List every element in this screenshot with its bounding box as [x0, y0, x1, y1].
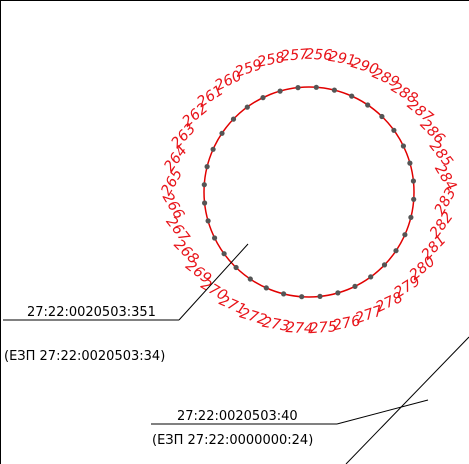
vertex-290: [349, 93, 355, 99]
point-label-273: 273: [261, 315, 291, 335]
vertex-271: [247, 276, 253, 282]
vertex-285: [407, 160, 413, 166]
point-label-291: 291: [327, 49, 357, 69]
vertex-274: [299, 294, 305, 300]
outer-parcel-leader: [336, 399, 429, 425]
point-label-274: 274: [285, 320, 313, 337]
vertex-278: [368, 274, 374, 280]
point-label-275: 275: [309, 319, 338, 337]
circle-parcel-leader: [178, 243, 249, 321]
vertex-259: [260, 95, 266, 101]
vertex-258: [277, 88, 283, 94]
vertex-284: [410, 178, 416, 184]
point-label-256: 256: [304, 47, 332, 64]
vertex-281: [402, 232, 408, 238]
vertex-283: [411, 196, 417, 202]
vertex-279: [381, 262, 388, 268]
vertex-276: [335, 290, 341, 296]
outer-parcel-ezp-note: (ЕЗП 27:22:0000000:24): [152, 433, 313, 448]
vertex-280: [393, 248, 399, 254]
outer-parcel-cadastral-number: 27:22:0020503:40: [177, 409, 298, 424]
vertex-264: [204, 164, 210, 170]
point-label-257: 257: [280, 47, 310, 65]
circle-parcel-boundary[interactable]: [203, 86, 415, 298]
boundary-vertices: [201, 84, 417, 300]
vertex-277: [352, 283, 358, 289]
vertex-262: [219, 130, 225, 136]
point-label-258: 258: [256, 50, 286, 71]
vertex-256: [313, 84, 319, 90]
circle-parcel-ezp-note: (ЕЗП 27:22:0020503:34): [4, 349, 165, 364]
vertex-288: [379, 113, 385, 120]
point-label-276: 276: [332, 313, 362, 334]
vertex-273: [281, 291, 287, 297]
vertex-291: [331, 87, 337, 93]
vertex-287: [391, 127, 397, 133]
vertex-263: [210, 146, 216, 152]
vertex-265: [201, 182, 207, 188]
vertex-269: [221, 251, 227, 257]
point-label-272: 272: [238, 306, 269, 329]
vertex-282: [408, 214, 414, 220]
vertex-267: [205, 218, 211, 224]
vertex-286: [400, 143, 406, 149]
vertex-257: [295, 85, 301, 91]
vertex-270: [233, 264, 239, 271]
vertex-268: [212, 235, 218, 241]
vertex-272: [263, 285, 269, 291]
vertex-289: [365, 102, 371, 108]
circle-parcel-cadastral-number: 27:22:0020503:351: [27, 305, 156, 320]
vertex-275: [317, 293, 323, 299]
vertex-266: [202, 200, 208, 206]
point-label-290: 290: [349, 55, 380, 78]
vertex-261: [230, 116, 237, 122]
parcel-boundary-line: [345, 336, 469, 464]
vertex-260: [244, 104, 250, 110]
